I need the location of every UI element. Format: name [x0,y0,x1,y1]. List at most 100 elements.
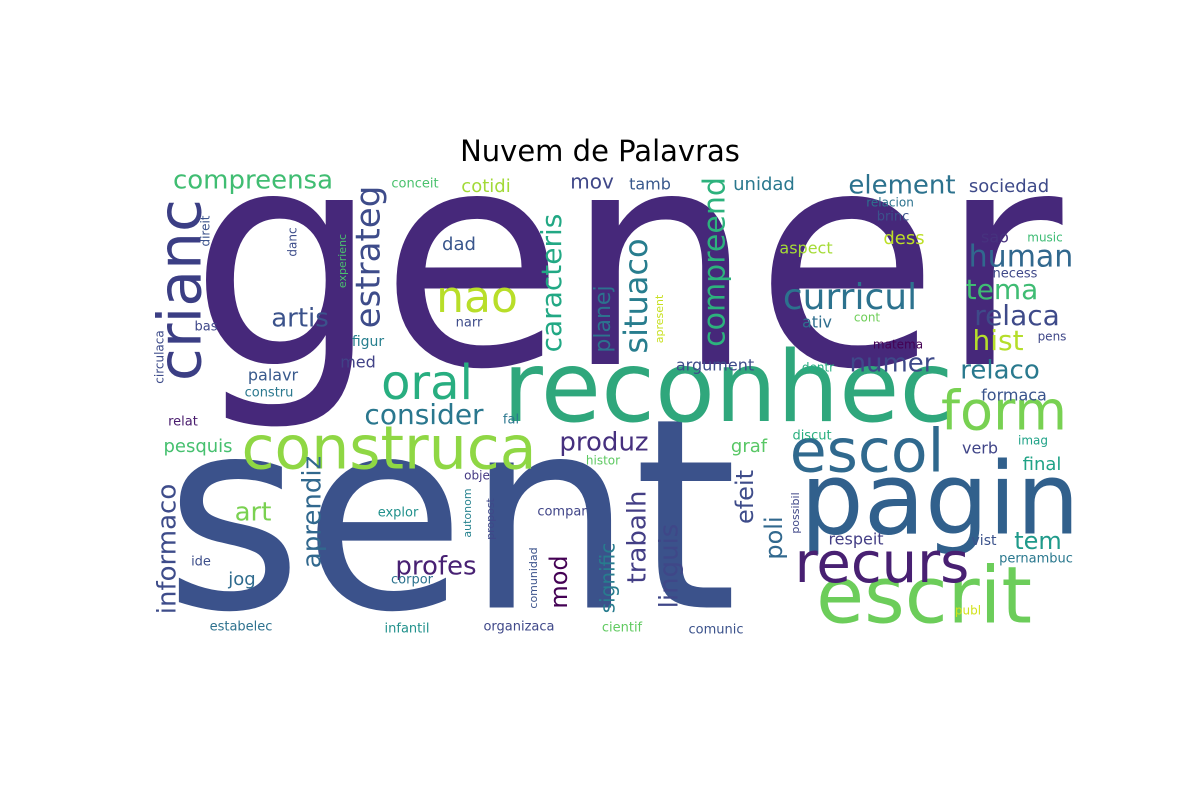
word-signific: signific [596,543,620,614]
word-recurs: recurs [795,531,970,596]
word-sao: sao [981,228,1009,247]
word-pernambuc: pernambuc [999,552,1073,567]
word-verb: verb [962,439,998,458]
word-construca: construca [242,414,537,484]
word-corpor: corpor [391,573,434,588]
word-element: element [848,171,955,201]
word-crianc: crianc [146,199,216,381]
word-relat: relat [168,415,198,430]
word-ide: ide [191,555,211,570]
chart-title: Nuvem de Palavras [460,134,740,168]
word-final: final [1023,454,1062,475]
word-comunidad: comunidad [527,547,540,608]
word-form: form [941,380,1067,443]
word-tem: tem [1014,527,1062,555]
word-circulaca: circulaca [153,330,167,383]
word-estrateg: estrateg [349,186,389,329]
word-formaca: formaca [981,386,1047,405]
word-matema: matema [873,338,923,352]
word-gener: gener [189,86,1065,435]
word-obje: obje [464,469,490,483]
word-oral: oral [381,355,473,411]
word-art: art [235,498,272,528]
word-escrit: escrit [816,551,1032,641]
word-danc: danc [286,227,300,256]
word-autonom: autonom [461,488,474,537]
word-situaco: situaco [617,238,655,353]
word-vist: vist [972,533,997,549]
word-mov: mov [570,170,614,194]
word-numer: numer [850,349,935,379]
word-cientif: cientif [602,621,643,636]
word-cont: cont [854,311,881,325]
word-discut: discut [792,429,831,444]
word-brinc: brinc [877,210,910,225]
word-hist: hist [972,324,1023,357]
word-estabelec: estabelec [210,620,273,635]
word-constru: constru [245,386,294,401]
word-histor: histor [586,454,620,468]
word-consider: consider [364,398,484,431]
word-profes: profes [395,552,476,582]
word-sent: sent [165,362,738,670]
word-human: human [969,240,1074,275]
word-nao: nao [436,272,518,323]
word-fal: fal [503,413,519,428]
word-informaco: informaco [153,484,183,614]
word-organizaca: organizaca [483,620,554,635]
word-dentr: dentr [802,361,834,375]
word-mod: mod [545,555,573,608]
word-tema: tema [966,273,1039,306]
word-apresent: apresent [653,294,666,343]
word-respeit: respeit [828,530,883,549]
word-tamb: tamb [629,175,671,194]
word-efeit: efeit [731,470,759,524]
word-relaca: relaca [974,299,1060,332]
word-escol: escol [790,417,945,487]
word-reconhec: reconhec [503,331,954,445]
word-trabalh: trabalh [623,491,653,584]
word-graf: graf [731,436,768,457]
word-infantil: infantil [385,622,430,637]
word-dess: dess [883,228,924,249]
word-curricul: curricul [783,277,917,318]
word-propost: propost [484,497,497,539]
word-poli: poli [760,516,788,559]
word-narr: narr [456,316,483,331]
word-caracteris: caracteris [535,214,568,353]
word-music: music [1027,231,1062,245]
word-sociedad: sociedad [969,176,1049,197]
word-compreend: compreend [698,177,733,347]
word-conceit: conceit [391,177,438,192]
word-pesquis: pesquis [163,436,232,457]
word-jog: jog [227,569,255,590]
word-artis: artis [271,304,329,334]
word-pens: pens [1038,330,1067,344]
word-relacion: relacion [866,196,914,210]
word-compreensa: compreensa [173,166,333,196]
word-aprendiz: aprendiz [298,456,328,568]
word-direit: direit [199,215,213,246]
word-experienc: experienc [336,234,349,288]
word-argument: argument [676,356,754,375]
word-ativ: ativ [802,313,832,332]
word-aspect: aspect [779,239,832,258]
word-figur: figur [352,334,385,350]
word-planej: planej [591,285,616,352]
word-possibil: possibil [789,492,802,533]
word-pagin: pagin [800,440,1079,557]
word-cotidi: cotidi [461,176,510,197]
word-unidad: unidad [733,174,795,195]
word-compar: compar [537,505,587,520]
word-imag: imag [1018,434,1048,448]
word-explor: explor [378,506,419,521]
word-produz: produz [559,428,648,458]
word-bas: bas [195,320,218,335]
word-publ: publ [955,604,981,618]
word-med: med [340,353,376,372]
word-necess: necess [993,267,1038,282]
word-palavr: palavr [248,366,299,385]
word-relaco: relaco [960,356,1039,386]
word-comunic: comunic [688,623,743,638]
